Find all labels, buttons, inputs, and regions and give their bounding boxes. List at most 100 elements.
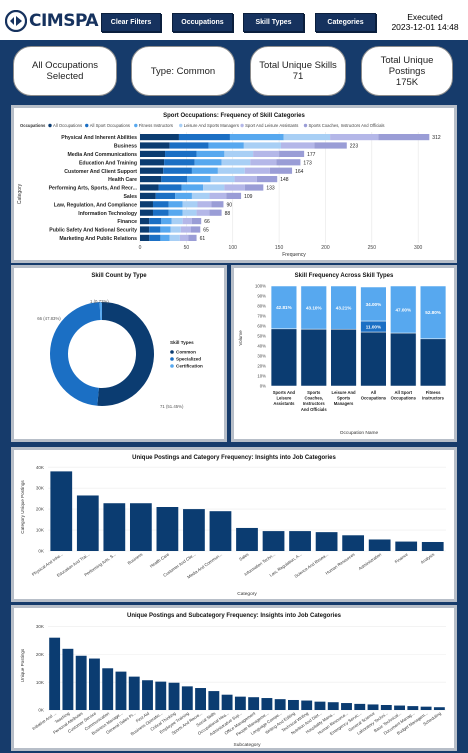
category-label: Finance [117,219,137,225]
y-tick-label: 0% [260,384,266,389]
bar-segment [140,226,150,233]
data-label: 66 (47.83%) [37,316,61,321]
x-tick-label: Occupations [361,396,387,401]
bar [234,696,246,710]
category-label: Law, Regulation, And Compliance [54,202,137,208]
x-axis-title: Category [237,591,257,597]
column-segment [300,285,327,330]
legend-title: Occupations [20,123,46,128]
category-label: Health Care [108,177,137,183]
legend-label: All Occupations [53,123,82,128]
bar-segment [140,184,159,191]
categories-button[interactable]: Categories [315,13,376,32]
bar [262,531,285,551]
total-label: 65 [203,228,209,234]
bar [395,541,418,551]
panel-postings-subcategory: Unique Postings and Subcategory Frequenc… [11,605,457,751]
panel-skill-frequency: Skill Frequency Across Skill Types 0% 10% 2… [231,265,457,442]
bar [421,541,444,551]
bar-segment [330,134,379,141]
y-tick-label: 100% [255,284,266,289]
bar-segment [209,209,222,216]
data-label: 34.00% [366,302,382,307]
bar-segment [140,167,164,174]
x-tick-label: 150 [275,245,284,251]
column-segment [390,285,417,334]
data-label: 47.00% [395,307,411,312]
clear-filters-button[interactable]: Clear Filters [101,13,161,32]
kpi-type[interactable]: Type: Common [131,46,235,96]
x-tick-label: Fitness [426,390,441,395]
data-label: 52.80% [425,310,441,315]
bar [102,668,114,710]
bar-segment [140,134,179,141]
total-label: 173 [303,160,312,166]
bar-segment [171,218,183,225]
bar-segment [276,159,301,166]
y-tick-label: 90% [257,294,266,299]
bar-segment [196,150,225,157]
x-tick-label: Administration [358,551,383,571]
y-tick-label: 60% [257,324,266,329]
total-label: 148 [280,177,289,183]
bar [341,703,352,710]
bar-segment [256,176,278,183]
bar-segment [149,234,161,241]
x-axis-title: Subcategory [234,742,262,748]
x-tick-label: Coaches, [304,396,323,401]
legend-label: Common [176,350,196,355]
legend-label: All Sport Occupations [90,123,130,128]
x-tick-label: 200 [321,245,330,251]
bar-segment [224,150,254,157]
bar [315,532,338,551]
category-label: Sales [123,194,137,200]
kpi-unique-skills: Total Unique Skills 71 [250,46,346,96]
bar-segment [181,184,204,191]
y-tick-label: 0K [38,549,45,554]
y-tick-label: 80% [257,304,266,309]
bar-segment [170,226,181,233]
bar [88,658,100,710]
category-label: Information Technology [78,211,137,217]
bar-segment [169,142,209,149]
column-segment [420,285,447,340]
column-segment [270,285,297,330]
bar-segment [217,167,245,174]
x-tick-label: Leisure [276,396,292,401]
legend-marker [240,123,244,128]
x-tick-label: 100 [229,245,238,251]
bar-segment [161,176,188,183]
y-tick-label: 40% [257,344,266,349]
bar-segment [314,142,347,149]
bar-segment [197,201,212,208]
bar-segment [243,142,281,149]
y-tick-label: 20% [257,364,266,369]
bar-segment [191,226,201,233]
legend-marker [170,350,174,354]
bar [407,706,419,710]
total-label: 90 [226,202,232,208]
bar-segment [203,184,225,191]
column-segment [390,332,417,387]
skill-types-button[interactable]: Skill Types [243,13,304,32]
data-label: 42.81% [276,305,292,310]
bar [394,705,406,710]
y-tick-label: 70% [257,314,266,319]
y-axis-title: Category Unique Postings [20,480,25,534]
data-label: 43.21% [336,305,352,310]
bar [248,697,260,710]
legend-marker [134,123,138,128]
column-segment [300,328,327,387]
legend-marker [170,364,174,368]
bar [195,688,207,710]
bar-segment [210,176,235,183]
occupations-button[interactable]: Occupations [172,13,233,32]
kpi-occupations[interactable]: All Occupations Selected [13,46,117,96]
category-label: Customer And Client Support [64,169,137,175]
column-segment [360,331,387,387]
bar [50,471,73,551]
y-tick-label: 10K [36,528,45,533]
legend-marker [179,123,183,128]
total-label: 66 [204,219,210,225]
data-label: 71 (51.45%) [160,404,184,409]
